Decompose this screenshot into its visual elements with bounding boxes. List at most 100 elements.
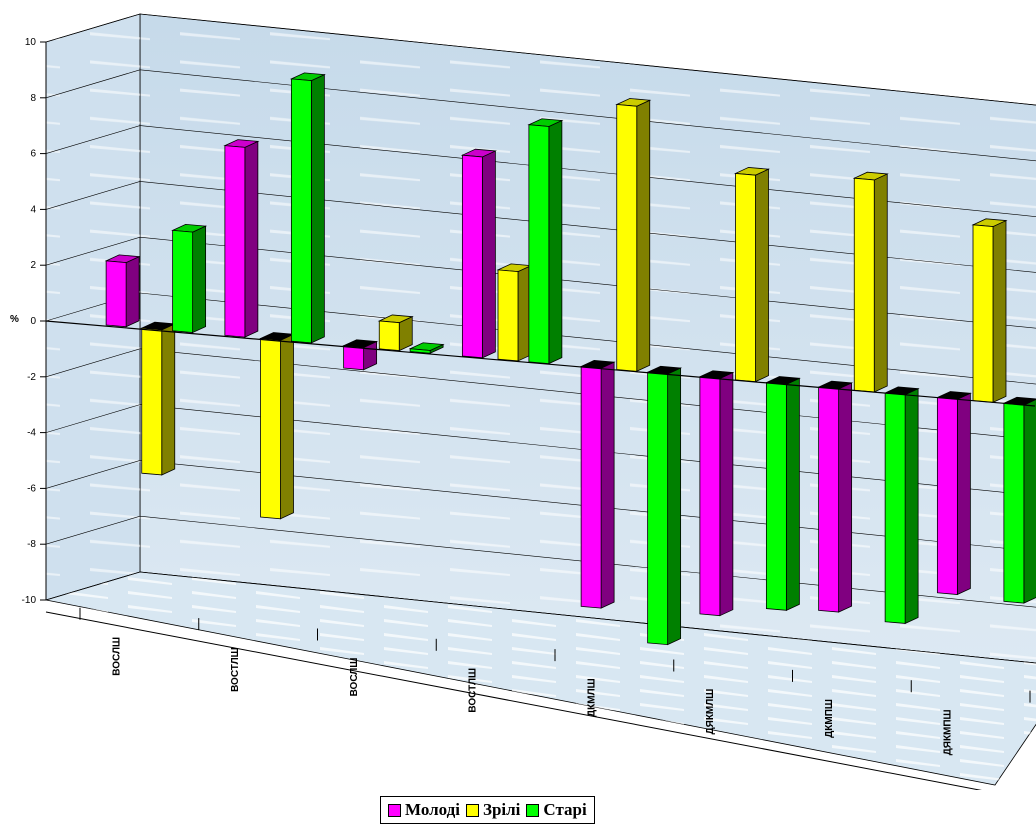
legend-item: Старі [526,800,587,820]
bar-side [310,74,325,344]
bar-front [818,386,840,613]
bar-front [105,260,127,328]
back-gridline [139,571,1036,664]
bar [764,376,801,611]
legend-label: Старі [543,800,587,819]
bar [408,342,445,354]
bar-side [280,333,294,520]
chart-bars [104,72,1036,646]
bar [1002,396,1036,604]
bar-front [580,365,602,609]
bar-front [343,345,365,371]
bar [342,339,379,371]
legend-label: Зрілі [482,800,521,819]
bar-side [125,255,140,328]
bar-front [141,327,163,476]
chart-legend: Молоді Зрілі Старі [380,796,595,824]
floor-texture [46,572,1036,785]
bar [646,365,683,646]
bar-side [1023,398,1036,604]
bar-side [667,367,682,646]
x-axis-line [45,611,982,790]
x-tick-label: ДКМПШ [824,699,835,738]
bar-side [785,377,800,611]
x-tick-label: ВОСЛШ [111,637,122,676]
x-tick-label: ВОСТЛШ [468,668,479,713]
bar-front [290,78,312,344]
y-tick-label: -4 [27,428,36,439]
y-axis: -10 -8 -6 -4 -2 0 2 4 6 8 10 [22,37,47,606]
bar [171,223,208,334]
y-axis-title: % [10,314,19,325]
bar-front [884,392,906,624]
legend-item: Зрілі [465,800,521,820]
bar [579,360,616,609]
bar-front [616,104,638,372]
side-gridline [45,125,141,154]
y-tick-label: 2 [30,260,36,271]
bar-side [161,323,176,476]
bar [140,321,177,476]
bar [223,139,260,338]
bar-front [853,177,875,393]
chart: -10 -8 -6 -4 -2 0 2 4 6 8 10 ВОСЛШ ВОСТЛШ ВОСЛШ ВОСТЛ… [10,13,1036,790]
bar-front [172,229,194,333]
bar-side [192,225,207,334]
bar-side [481,150,496,359]
y-tick-label: 10 [25,37,37,48]
bar [258,332,296,520]
bar-front [528,124,550,365]
legend-item: Молоді [388,800,460,820]
y-tick-label: 0 [30,316,36,327]
bar-front [497,269,519,362]
bar-front [765,382,787,611]
bar-side [755,168,769,383]
bar [971,218,1008,403]
bar-front [461,154,483,359]
x-tick-label: ВОСТЛШ [230,647,241,692]
side-gridline [45,181,141,210]
side-gridline [45,571,141,601]
bar [527,118,564,365]
back-gridline [139,13,1036,106]
bar [460,148,497,359]
y-tick-label: -6 [27,483,36,494]
side-gridline [45,69,141,99]
bar [104,254,141,328]
bar [377,314,414,352]
bar-side [873,173,888,393]
y-tick-label: 8 [30,93,36,104]
zero-line [45,320,1036,407]
bar-front [735,172,756,383]
side-gridline [45,13,141,43]
bar-front [699,376,721,617]
bar [883,386,920,625]
legend-swatch [465,803,479,817]
bar-side [719,371,734,617]
bar [289,72,326,344]
bar [615,98,652,372]
y-tick-label: -8 [27,539,36,550]
x-tick-label: ДЯКМПШ [943,709,954,755]
bar [852,171,889,393]
y-tick-label: -10 [22,595,37,606]
y-tick-label: 4 [30,204,36,215]
bar-front [409,348,431,354]
x-tick-label: ДКМЛШ [586,678,597,717]
side-gridline [45,404,141,433]
bar-front [647,371,669,646]
bar-front [972,224,994,403]
x-tick-label: ВОСЛШ [349,658,360,697]
side-gridline [45,236,141,266]
bar-side [244,140,259,338]
bar [698,370,735,617]
side-gridline [45,348,141,378]
bar-side [904,388,919,625]
bar [496,263,533,362]
bar [935,391,972,596]
bar-side [838,382,853,613]
legend-swatch [388,803,401,817]
y-tick-label: 6 [30,149,36,160]
bar-front [1003,402,1025,604]
side-gridline [45,460,141,489]
